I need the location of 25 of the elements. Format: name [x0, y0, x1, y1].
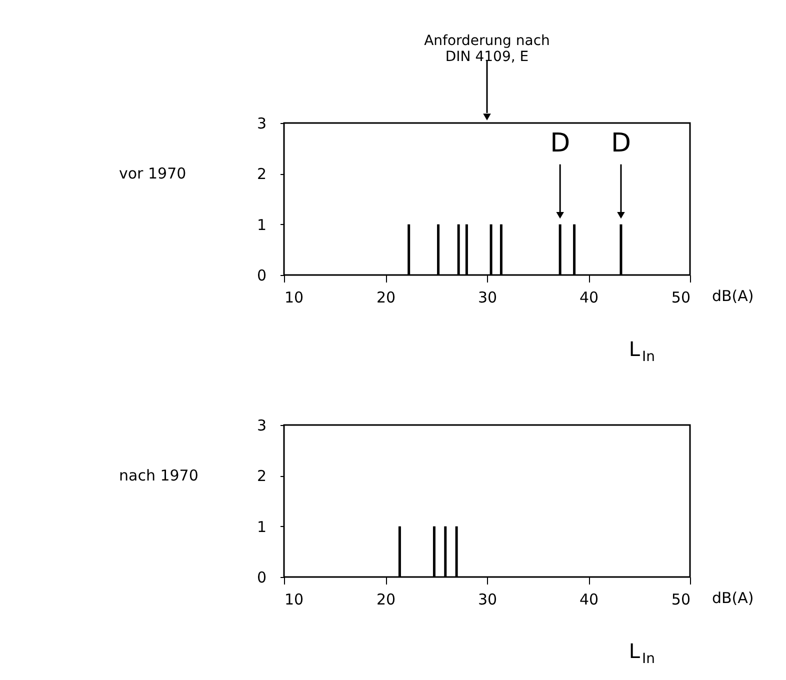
x-tick-label: 50	[671, 288, 690, 306]
x-tick-label: 30	[478, 590, 498, 608]
x-tick-label: 10	[284, 590, 304, 608]
text: Anforderung nach DIN 4109, E	[424, 33, 550, 65]
x-tick-label: 20	[376, 590, 396, 608]
x-tick-label: 50	[671, 590, 690, 608]
y-tick-label: 1	[256, 518, 266, 536]
y-tick-label: 0	[256, 568, 266, 586]
x-tick-label: 40	[579, 288, 599, 306]
x-tick-label: 30	[478, 288, 498, 306]
y-tick-label: 2	[256, 467, 266, 486]
x-tick-label: 40	[579, 590, 599, 608]
y-tick-label: 3	[256, 416, 266, 434]
text: dB(A)	[712, 287, 754, 305]
y-tick-label: 3	[256, 114, 266, 132]
y-tick-label: 2	[256, 165, 266, 184]
y-tick-label: 0	[256, 266, 266, 284]
y-tick-label: 1	[256, 216, 266, 234]
x-tick-label: 20	[376, 288, 396, 306]
text: nach 1970	[119, 466, 198, 485]
annotation: D	[610, 128, 631, 158]
text: vor 1970	[119, 164, 186, 183]
text: dB(A)	[712, 589, 754, 607]
x-tick-label: 10	[284, 288, 304, 306]
annotation: D	[550, 128, 570, 158]
